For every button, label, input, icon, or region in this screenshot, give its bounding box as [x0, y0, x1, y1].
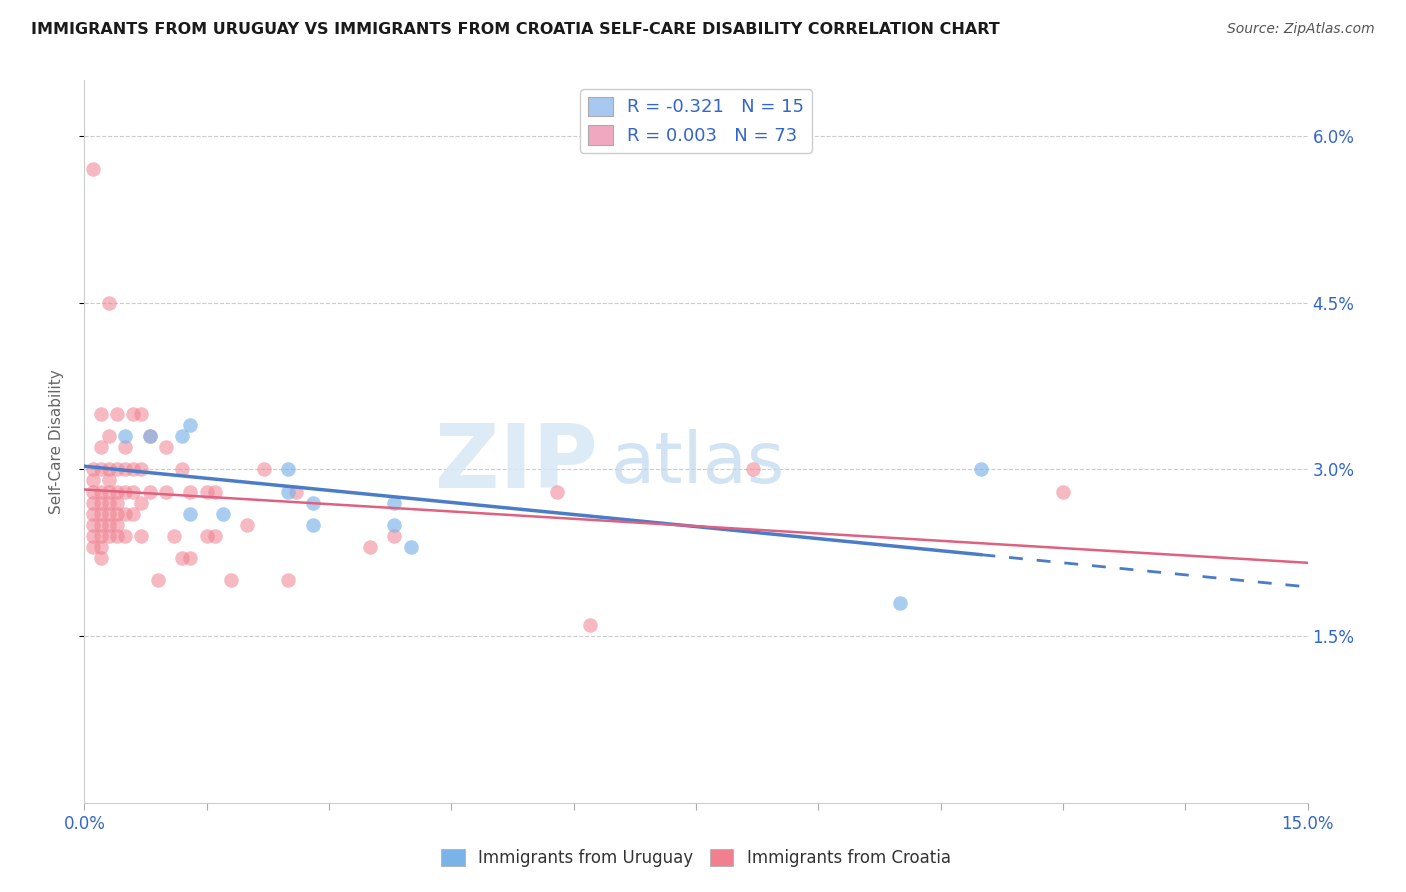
Point	[236, 517, 259, 532]
Point	[179, 551, 201, 566]
Point	[155, 440, 177, 454]
Point	[97, 517, 120, 532]
Point	[105, 517, 128, 532]
Text: IMMIGRANTS FROM URUGUAY VS IMMIGRANTS FROM CROATIA SELF-CARE DISABILITY CORRELAT: IMMIGRANTS FROM URUGUAY VS IMMIGRANTS FR…	[31, 22, 1000, 37]
Point	[131, 529, 153, 543]
Point	[277, 484, 299, 499]
Point	[90, 507, 112, 521]
Point	[105, 507, 128, 521]
Point	[105, 529, 128, 543]
Point	[114, 429, 136, 443]
Text: Source: ZipAtlas.com: Source: ZipAtlas.com	[1227, 22, 1375, 37]
Point	[90, 440, 112, 454]
Text: ZIP: ZIP	[436, 420, 598, 507]
Point	[399, 540, 422, 554]
Point	[195, 484, 218, 499]
Point	[131, 462, 153, 476]
Point	[172, 551, 194, 566]
Point	[195, 529, 218, 543]
Point	[82, 162, 104, 177]
Point	[285, 484, 308, 499]
Point	[138, 484, 160, 499]
Point	[146, 574, 169, 588]
Point	[105, 462, 128, 476]
Point	[90, 517, 112, 532]
Point	[212, 507, 235, 521]
Point	[970, 462, 993, 476]
Point	[82, 507, 104, 521]
Point	[114, 440, 136, 454]
Point	[179, 484, 201, 499]
Point	[90, 462, 112, 476]
Point	[105, 484, 128, 499]
Point	[114, 462, 136, 476]
Point	[382, 496, 405, 510]
Point	[359, 540, 381, 554]
Point	[219, 574, 242, 588]
Point	[382, 517, 405, 532]
Point	[97, 484, 120, 499]
Point	[97, 429, 120, 443]
Point	[105, 407, 128, 421]
Point	[90, 484, 112, 499]
Point	[301, 517, 323, 532]
Point	[90, 540, 112, 554]
Point	[546, 484, 568, 499]
Point	[82, 496, 104, 510]
Point	[114, 507, 136, 521]
Point	[97, 529, 120, 543]
Point	[1052, 484, 1074, 499]
Point	[204, 529, 226, 543]
Point	[97, 496, 120, 510]
Point	[82, 517, 104, 532]
Point	[90, 496, 112, 510]
Point	[82, 474, 104, 488]
Point	[114, 484, 136, 499]
Point	[82, 484, 104, 499]
Point	[253, 462, 276, 476]
Point	[277, 462, 299, 476]
Point	[82, 540, 104, 554]
Legend: Immigrants from Uruguay, Immigrants from Croatia: Immigrants from Uruguay, Immigrants from…	[434, 842, 957, 874]
Point	[131, 496, 153, 510]
Point	[163, 529, 186, 543]
Point	[97, 474, 120, 488]
Y-axis label: Self-Care Disability: Self-Care Disability	[49, 369, 63, 514]
Point	[82, 529, 104, 543]
Point	[179, 507, 201, 521]
Point	[172, 429, 194, 443]
Point	[90, 529, 112, 543]
Point	[114, 529, 136, 543]
Point	[138, 429, 160, 443]
Point	[97, 507, 120, 521]
Point	[97, 462, 120, 476]
Point	[122, 462, 145, 476]
Point	[301, 496, 323, 510]
Point	[204, 484, 226, 499]
Point	[579, 618, 602, 632]
Point	[122, 507, 145, 521]
Point	[742, 462, 765, 476]
Point	[382, 529, 405, 543]
Point	[82, 462, 104, 476]
Point	[889, 596, 911, 610]
Text: atlas: atlas	[610, 429, 785, 498]
Point	[122, 484, 145, 499]
Point	[90, 407, 112, 421]
Point	[122, 407, 145, 421]
Point	[97, 295, 120, 310]
Point	[138, 429, 160, 443]
Point	[90, 551, 112, 566]
Point	[172, 462, 194, 476]
Point	[179, 417, 201, 432]
Point	[155, 484, 177, 499]
Point	[105, 496, 128, 510]
Point	[277, 574, 299, 588]
Point	[131, 407, 153, 421]
